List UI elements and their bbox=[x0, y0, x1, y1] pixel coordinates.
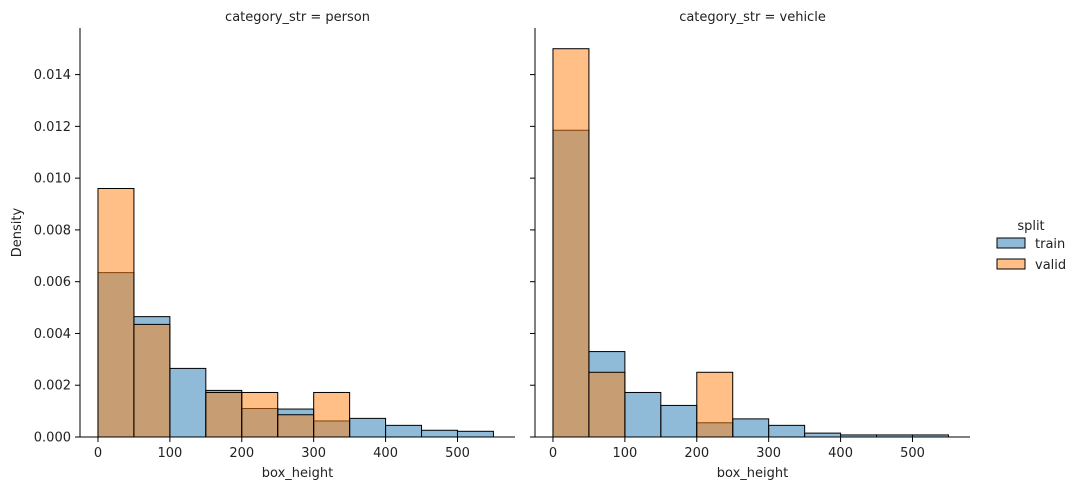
facet-vehicle: 0 100 200 300 400 500 category_str = vehicle bo… bbox=[530, 10, 970, 481]
facet-title: category_str = vehicle bbox=[679, 10, 826, 25]
y-tick-label: 0.010 bbox=[34, 172, 71, 187]
y-tick-label: 0.006 bbox=[34, 275, 71, 290]
x-tick-label: 100 bbox=[612, 446, 637, 461]
bar-train-2 bbox=[624, 391, 662, 438]
legend-label-train: train bbox=[1035, 237, 1065, 252]
bar-train-3 bbox=[660, 404, 698, 438]
bar-train-10 bbox=[456, 430, 494, 438]
y-tick-label: 0.002 bbox=[34, 379, 71, 394]
y-tick-label: 0.008 bbox=[34, 223, 71, 238]
y-tick-label: 0.014 bbox=[34, 68, 71, 83]
bar-valid-3 bbox=[205, 391, 243, 438]
x-axis-label: box_height bbox=[717, 466, 788, 481]
y-tick-label: 0.012 bbox=[34, 120, 71, 135]
x-tick-label: 300 bbox=[756, 446, 781, 461]
legend-swatch-train bbox=[996, 237, 1026, 249]
bar-train-8 bbox=[385, 424, 423, 438]
legend-swatch-valid bbox=[996, 258, 1026, 270]
bar-valid-1 bbox=[588, 371, 626, 438]
bar-train-2 bbox=[169, 367, 207, 438]
x-tick-label: 200 bbox=[684, 446, 709, 461]
bar-valid-6 bbox=[313, 391, 351, 438]
x-tick-label: 400 bbox=[373, 446, 398, 461]
bar-valid-0 bbox=[97, 187, 135, 438]
x-tick-label: 500 bbox=[445, 446, 470, 461]
x-tick-label: 0 bbox=[94, 446, 102, 461]
facet-person: 0 100 200 300 400 500 0.000 0.002 0.004 0.006 0.00… bbox=[10, 10, 515, 481]
x-tick-label: 100 bbox=[157, 446, 182, 461]
y-tick-label: 0.000 bbox=[34, 431, 71, 446]
bar-train-6 bbox=[768, 424, 806, 438]
x-axis-label: box_height bbox=[262, 466, 333, 481]
bar-train-7 bbox=[804, 432, 842, 438]
bar-valid-4 bbox=[696, 371, 734, 438]
bar-train-5 bbox=[732, 418, 770, 438]
y-axis-label: Density bbox=[10, 207, 25, 257]
x-tick-label: 300 bbox=[301, 446, 326, 461]
x-tick-label: 200 bbox=[229, 446, 254, 461]
x-tick-label: 0 bbox=[549, 446, 557, 461]
bar-valid-0 bbox=[552, 48, 590, 438]
legend-title: split bbox=[1017, 219, 1044, 234]
y-tick-label: 0.004 bbox=[34, 327, 71, 342]
facet-title: category_str = person bbox=[225, 10, 370, 25]
bar-valid-5 bbox=[277, 414, 315, 438]
legend: split train valid bbox=[996, 219, 1066, 273]
bar-train-9 bbox=[421, 429, 458, 438]
legend-label-valid: valid bbox=[1035, 258, 1066, 273]
bar-valid-1 bbox=[133, 323, 171, 438]
bar-train-7 bbox=[349, 417, 387, 438]
x-tick-label: 500 bbox=[900, 446, 925, 461]
bar-valid-4 bbox=[241, 391, 279, 438]
x-tick-label: 400 bbox=[828, 446, 853, 461]
